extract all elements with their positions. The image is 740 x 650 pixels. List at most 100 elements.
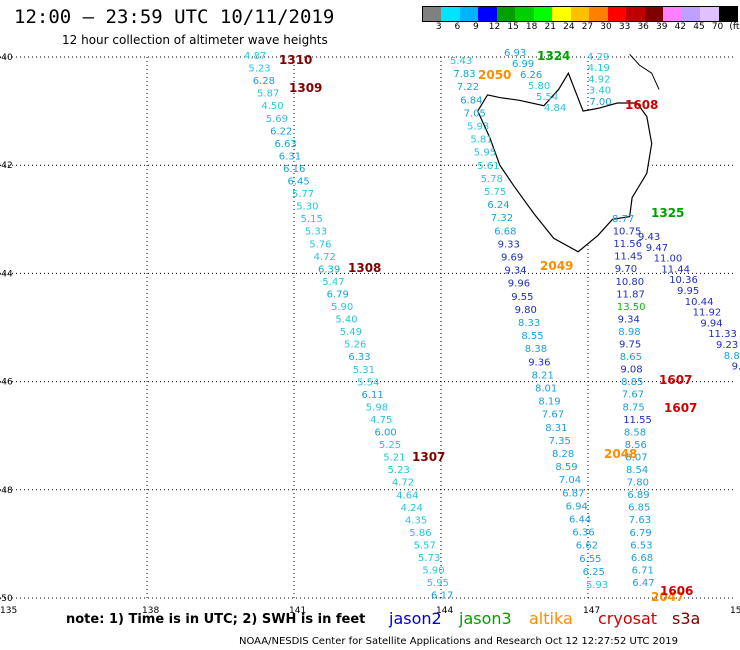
pass-label: 2048	[604, 447, 637, 461]
longitude-tick-label: 138	[142, 606, 159, 616]
swh-value: 9.96	[508, 279, 530, 290]
swh-value: 5.95	[427, 578, 449, 589]
latitude-tick-label: -48	[0, 486, 13, 496]
swh-value: 7.05	[464, 108, 486, 119]
swh-value: 6.68	[631, 553, 653, 564]
pass-label: 1307	[412, 450, 445, 464]
swh-value: 5.47	[322, 277, 344, 288]
latitude-tick-label: -42	[0, 161, 13, 171]
latitude-tick-label: -50	[0, 594, 13, 604]
swh-value: 10.80	[616, 277, 645, 288]
swh-value: 5.76	[309, 239, 331, 250]
swh-value: 6.93	[504, 48, 526, 59]
pass-label: 1308	[348, 261, 381, 275]
swh-value: 5.61	[477, 161, 499, 172]
swh-value: 9.4	[732, 362, 740, 373]
swh-value: 6.22	[270, 126, 292, 137]
swh-value: 4.84	[544, 103, 566, 114]
swh-value: 10.75	[613, 227, 642, 238]
swh-value: 5.57	[414, 540, 436, 551]
colorbar-label: 24	[563, 22, 575, 32]
pass-label: 1309	[289, 81, 322, 95]
swh-value: 7.67	[542, 410, 564, 421]
pass-label: 1310	[279, 53, 312, 67]
colorbar-cell	[681, 7, 701, 21]
swh-value: 8.59	[555, 462, 577, 473]
swh-value: 8.55	[521, 331, 543, 342]
satellite-legend-jason2: jason2	[389, 609, 442, 628]
swh-value: 6.63	[274, 139, 296, 150]
latitude-tick-label: -46	[0, 378, 13, 388]
swh-value: 6.39	[318, 264, 340, 275]
swh-value: 5.73	[418, 553, 440, 564]
longitude-tick-label: 150	[730, 606, 740, 616]
swh-value: 6.47	[632, 578, 654, 589]
pass-label: 1325	[651, 206, 684, 220]
swh-value: 5.98	[366, 402, 388, 413]
swh-value: 6.55	[579, 554, 601, 565]
swh-value: 11.33	[708, 329, 737, 340]
swh-value: 8.85	[621, 377, 643, 388]
map-title: 12:00 – 23:59 UTC 10/11/2019	[14, 6, 335, 28]
credit-line: NOAA/NESDIS Center for Satellite Applica…	[239, 636, 678, 647]
swh-value: 9.95	[677, 286, 699, 297]
colorbar-label: (ft)	[729, 22, 740, 32]
swh-value: 10.36	[669, 275, 698, 286]
swh-value: 8.83	[724, 351, 740, 362]
swh-value: 11.44	[661, 264, 690, 275]
swh-value: 11.92	[693, 308, 722, 319]
satellite-legend-s3a: s3a	[672, 609, 701, 628]
latitude-tick-label: -40	[0, 53, 13, 63]
swh-value: 6.53	[630, 540, 652, 551]
swh-value: 9.70	[615, 264, 637, 275]
swh-value: 6.31	[279, 151, 301, 162]
longitude-tick-label: 141	[289, 606, 306, 616]
swh-value: 6.79	[327, 289, 349, 300]
swh-value: 9.75	[619, 340, 641, 351]
pass-label: 2049	[540, 259, 573, 273]
pass-label: 1606	[660, 584, 693, 598]
swh-value: 7.32	[491, 213, 513, 224]
swh-value: 13.50	[617, 302, 646, 313]
swh-value: 4.72	[392, 478, 414, 489]
colorbar-cell	[478, 7, 497, 21]
swh-value: 5.40	[335, 315, 357, 326]
swh-value: 6.87	[562, 488, 584, 499]
swh-value: 9.94	[700, 318, 722, 329]
colorbar-label: 30	[600, 22, 612, 32]
colorbar-label: 15	[507, 22, 519, 32]
swh-value: 8.77	[612, 214, 634, 225]
swh-value: 7.80	[627, 478, 649, 489]
swh-value: 6.25	[583, 567, 605, 578]
swh-value: 9.47	[646, 243, 668, 254]
swh-value: 5.43	[450, 56, 472, 67]
swh-value: 9.43	[638, 232, 660, 243]
swh-value: 6.84	[460, 95, 482, 106]
swh-value: 4.72	[314, 252, 336, 263]
pass-label: 1608	[625, 98, 658, 112]
satellite-legend-altika: altika	[529, 609, 573, 628]
swh-value: 5.81	[470, 135, 492, 146]
swh-value: 7.35	[549, 436, 571, 447]
swh-value: 6.68	[494, 226, 516, 237]
swh-value: 9.36	[528, 357, 550, 368]
swh-value: 5.77	[292, 189, 314, 200]
swh-value: 9.08	[620, 365, 642, 376]
swh-value: 5.78	[481, 174, 503, 185]
swh-value: 6.24	[487, 200, 509, 211]
swh-value: 11.56	[613, 239, 642, 250]
swh-value: 8.19	[538, 397, 560, 408]
swh-value: 5.25	[379, 440, 401, 451]
swh-value: 6.33	[348, 352, 370, 363]
swh-value: 6.00	[375, 428, 397, 439]
swh-value: 9.33	[498, 239, 520, 250]
swh-value: 5.21	[383, 453, 405, 464]
swh-value: 4.87	[244, 51, 266, 62]
swh-value: 10.44	[685, 297, 714, 308]
swh-value: 6.85	[628, 503, 650, 514]
swh-value: 7.04	[559, 475, 581, 486]
swh-value: 8.01	[535, 384, 557, 395]
satellite-legend-cryosat: cryosat	[598, 609, 658, 628]
bottom-note: note: 1) Time is in UTC; 2) SWH is in fe…	[66, 612, 366, 627]
